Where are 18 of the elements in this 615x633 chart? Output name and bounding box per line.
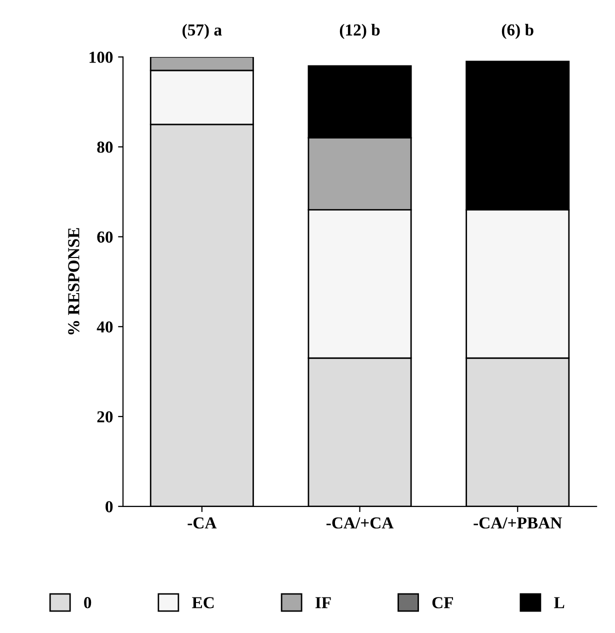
x-tick-label: -CA/+PBAN	[474, 517, 562, 529]
y-tick-label: 40	[96, 321, 113, 333]
y-tick-label: 20	[97, 411, 113, 422]
legend-label: L	[554, 597, 564, 608]
legend-label: IF	[315, 597, 331, 608]
text: (12) b	[340, 24, 380, 39]
x-tick-label: -CA	[188, 517, 217, 529]
y-tick-label: 0	[106, 501, 113, 512]
y-axis-title: % RESPONSE	[68, 228, 80, 334]
x-tick-label: -CA/+CA	[326, 517, 394, 529]
legend-label: CF	[432, 597, 453, 608]
y-tick-label: 80	[97, 142, 113, 153]
text: (6) b	[502, 24, 534, 39]
y-tick-label: 60	[97, 231, 113, 243]
legend-label: EC	[192, 597, 214, 608]
y-tick-label: 100	[90, 52, 113, 63]
legend-label: 0	[84, 597, 92, 608]
text: (57) a	[182, 24, 222, 39]
